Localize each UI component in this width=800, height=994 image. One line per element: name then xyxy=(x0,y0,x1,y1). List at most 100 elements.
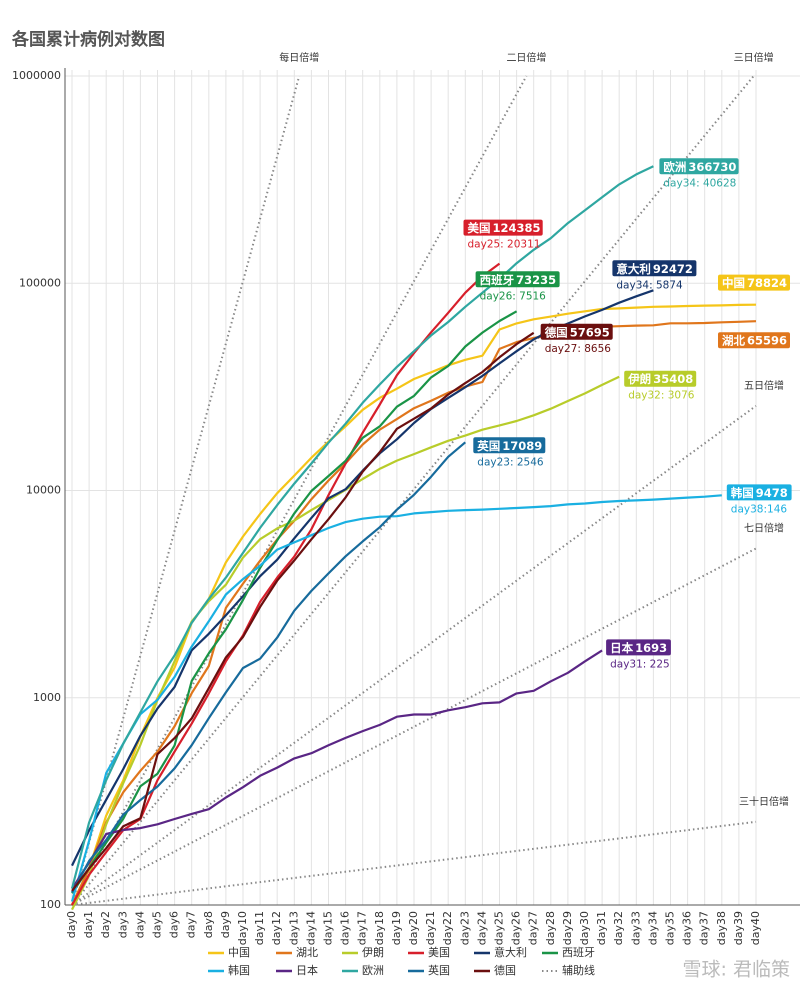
callout-text: 美国 124385 xyxy=(468,221,541,235)
guide-label: 三十日倍增 xyxy=(739,795,789,808)
callout-value: 9478 xyxy=(756,485,788,499)
callout-box xyxy=(463,219,543,236)
callout-note: day25: 20311 xyxy=(468,239,541,251)
callout-text: 韩国 9478 xyxy=(731,485,788,499)
callout-text: 湖北 65596 xyxy=(722,333,787,347)
callout: 湖北 65596 xyxy=(718,332,790,349)
x-tick-label: day21 xyxy=(424,911,437,945)
callout-value: 366730 xyxy=(688,159,736,173)
callout-name: 伊朗 xyxy=(627,372,651,386)
x-tick-label: day10 xyxy=(236,911,249,945)
legend-label: 日本 xyxy=(296,963,318,977)
x-tick-label: day19 xyxy=(390,911,403,945)
callout-text: 英国 17089 xyxy=(476,438,542,452)
x-tick-label: day17 xyxy=(356,911,369,945)
callout-box xyxy=(659,158,739,175)
callout-note: day34: 5874 xyxy=(616,279,683,291)
x-tick-label: day20 xyxy=(407,911,420,945)
callout-box xyxy=(718,332,790,349)
x-tick-label: day13 xyxy=(287,911,300,945)
series-line xyxy=(71,331,535,892)
callout-note: day32: 3076 xyxy=(628,390,695,402)
legend-label: 中国 xyxy=(228,946,250,959)
x-tick-label: day32 xyxy=(612,911,625,945)
callout-value: 78824 xyxy=(747,276,787,290)
legend-label: 德国 xyxy=(494,963,516,977)
callout: 西班牙 73235 day26: 7516 xyxy=(475,271,560,302)
y-tick-label: 100000 xyxy=(19,276,61,289)
callout-name: 意大利 xyxy=(616,261,651,275)
chart-title: 各国累计病例对数图 xyxy=(11,29,165,50)
x-tick-label: day28 xyxy=(544,911,557,945)
callout-value: 73235 xyxy=(516,272,556,286)
x-tick-label: day34 xyxy=(646,911,659,945)
x-tick-label: day2 xyxy=(99,911,112,938)
callout-text: 中国 78824 xyxy=(722,276,787,290)
callout-value: 35408 xyxy=(653,372,693,386)
y-tick-label: 10000 xyxy=(26,484,61,497)
x-tick-label: day25 xyxy=(493,911,506,945)
callout-value: 1693 xyxy=(635,640,667,654)
legend-label: 英国 xyxy=(428,963,450,977)
x-tick-label: day8 xyxy=(202,911,215,938)
callout-box xyxy=(540,323,613,340)
legend-label: 辅助线 xyxy=(562,963,595,977)
x-tick-label: day4 xyxy=(133,911,146,938)
callout-box xyxy=(624,370,697,387)
x-tick-label: day12 xyxy=(270,911,283,945)
x-tick-label: day33 xyxy=(629,911,642,945)
x-tick-label: day5 xyxy=(151,911,164,938)
guide-label: 三日倍增 xyxy=(734,51,774,64)
x-tick-label: day27 xyxy=(527,911,540,945)
callout-note: day27: 8656 xyxy=(545,343,612,355)
callout-box xyxy=(473,437,546,454)
legend-label: 湖北 xyxy=(296,946,318,959)
callout-box xyxy=(612,260,697,277)
callout-note: day38:146 xyxy=(731,503,788,515)
callout: 中国 78824 xyxy=(718,274,790,291)
callout-note: day34: 40628 xyxy=(663,177,736,189)
callout-box xyxy=(475,271,560,288)
x-tick-label: day24 xyxy=(475,911,488,945)
callout-value: 57695 xyxy=(570,325,610,339)
callout-value: 65596 xyxy=(747,333,787,347)
series-line xyxy=(71,310,518,894)
callout: 美国 124385 day25: 20311 xyxy=(463,219,543,251)
callout-name: 欧洲 xyxy=(663,159,686,173)
y-tick-label: 1000 xyxy=(33,691,61,704)
callout-name: 英国 xyxy=(476,438,500,452)
watermark: 雪球: 君临策 xyxy=(683,959,790,981)
series-line xyxy=(71,441,467,893)
callout-name: 韩国 xyxy=(731,485,754,499)
y-tick-label: 100 xyxy=(40,898,61,911)
callout-text: 日本 1693 xyxy=(610,640,667,654)
x-tick-label: day15 xyxy=(322,911,335,945)
legend-label: 意大利 xyxy=(494,945,527,959)
callout: 伊朗 35408 day32: 3076 xyxy=(624,370,697,402)
x-tick-label: day16 xyxy=(339,911,352,945)
guide-line xyxy=(71,75,755,906)
x-tick-label: day39 xyxy=(732,911,745,945)
callout-text: 意大利 92472 xyxy=(616,261,693,275)
callout-note: day31: 225 xyxy=(610,658,670,670)
x-tick-label: day6 xyxy=(168,911,181,938)
callout-note: day23: 2546 xyxy=(477,456,544,468)
x-tick-label: day38 xyxy=(715,911,728,945)
guide-label: 五日倍增 xyxy=(744,379,784,392)
callout: 英国 17089 day23: 2546 xyxy=(473,437,546,468)
x-tick-label: day29 xyxy=(561,911,574,945)
x-tick-label: day7 xyxy=(185,911,198,938)
callout-value: 17089 xyxy=(502,438,542,452)
callout-value: 124385 xyxy=(493,221,541,235)
x-tick-label: day3 xyxy=(116,911,129,938)
callout: 意大利 92472 day34: 5874 xyxy=(612,260,697,291)
callout-text: 欧洲 366730 xyxy=(663,159,736,173)
x-tick-label: day31 xyxy=(595,911,608,945)
x-tick-label: day36 xyxy=(681,911,694,945)
callout-box xyxy=(726,484,792,501)
callout-text: 西班牙 73235 xyxy=(480,272,557,286)
callout-name: 日本 xyxy=(610,640,633,654)
x-tick-label: day26 xyxy=(510,911,523,945)
x-tick-label: day30 xyxy=(578,911,591,945)
legend-label: 韩国 xyxy=(228,963,250,977)
